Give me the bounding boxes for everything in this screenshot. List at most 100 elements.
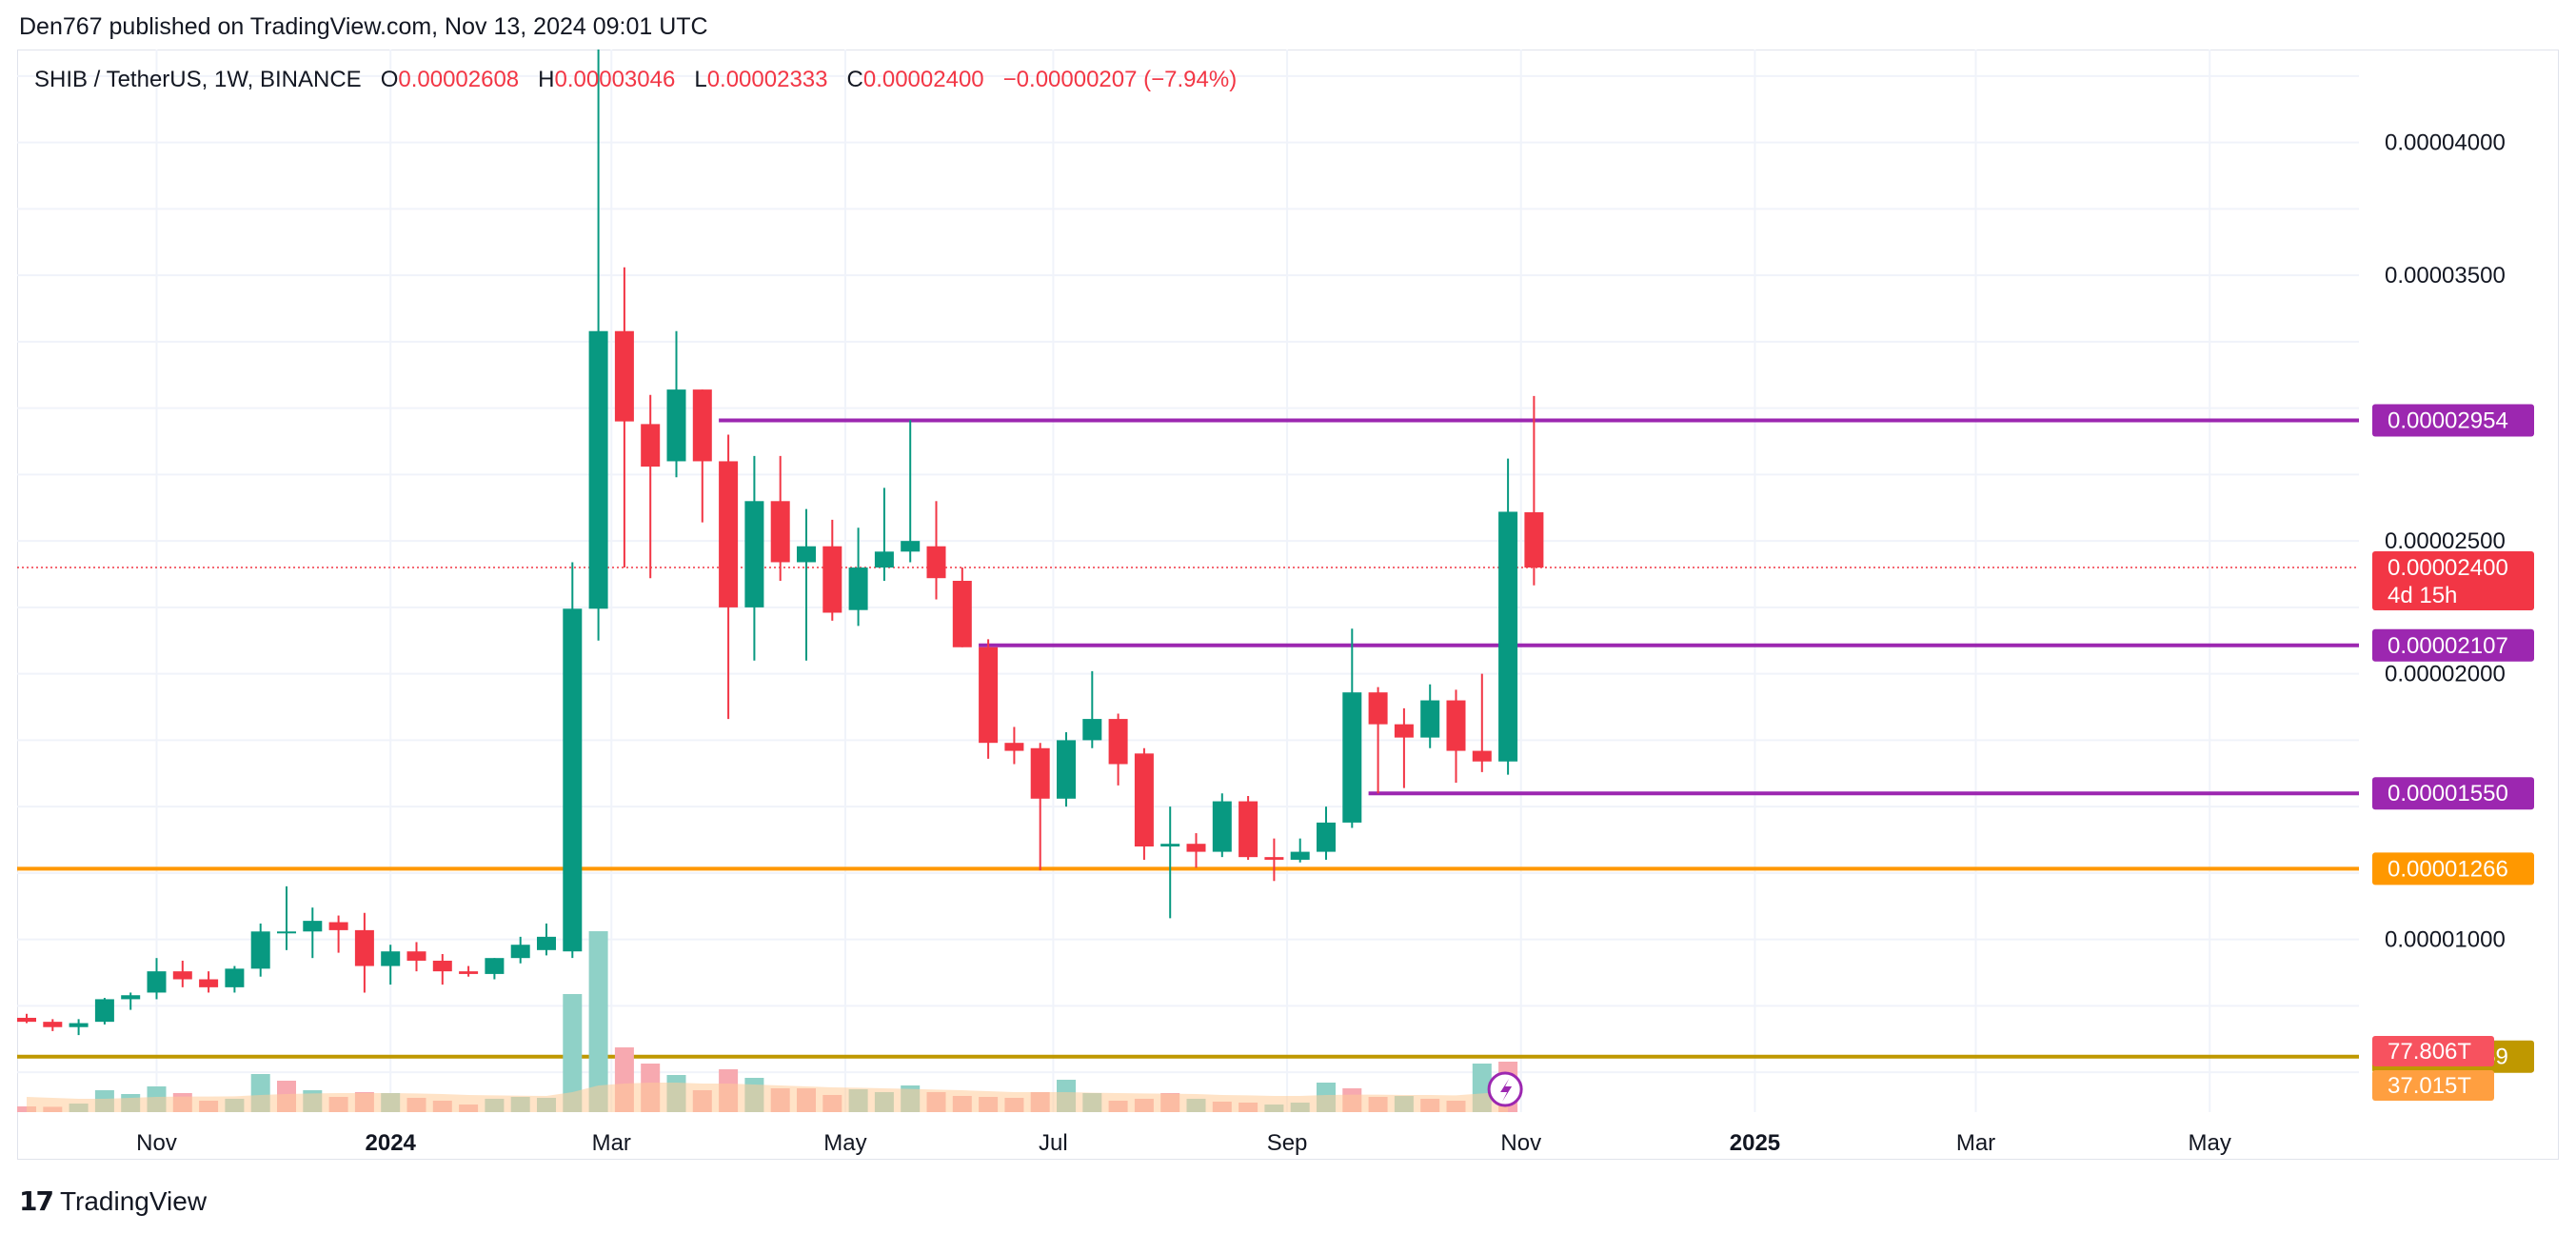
candle-body [1420, 700, 1440, 738]
candle [563, 562, 583, 959]
candle-body [1004, 743, 1024, 751]
candle [225, 965, 245, 993]
candle-body [1368, 692, 1388, 725]
candle [692, 389, 712, 523]
level-lines [17, 418, 2359, 1059]
candle [770, 455, 790, 581]
candle-body [1082, 719, 1102, 741]
price-tick-label: 0.00004000 [2385, 130, 2506, 156]
candle-body [1238, 801, 1258, 858]
time-axis: Nov 2024 Mar May Jul Sep Nov 2025 Mar May [136, 1130, 2231, 1156]
level-tag-purple-text: 0.00002107 [2388, 633, 2508, 659]
candle [277, 886, 296, 950]
time-tick-label: Mar [1956, 1130, 1995, 1156]
candle [1264, 838, 1284, 882]
level-tag-orange-text: 0.00001266 [2388, 856, 2508, 882]
tradingview-logo[interactable]: 17 TradingView [19, 1185, 207, 1217]
candle-body [1446, 700, 1466, 751]
candle-body [354, 929, 374, 966]
candle [537, 923, 556, 956]
candle [1420, 684, 1440, 748]
candle-body [121, 995, 141, 1000]
candle-body [1186, 844, 1206, 852]
level-tag-purple-bg [2372, 777, 2534, 810]
candle-body [901, 541, 921, 552]
candle-body [744, 501, 764, 607]
candle [874, 488, 894, 581]
candle [1498, 458, 1518, 775]
high-value: 0.00003046 [554, 67, 676, 92]
candle-body [250, 931, 270, 969]
candle-body [666, 389, 686, 462]
volume-tag-bg [2372, 1070, 2494, 1101]
candle [797, 508, 816, 661]
candle [822, 519, 842, 621]
candle [588, 50, 608, 641]
candle [1186, 833, 1206, 868]
candle-body [277, 931, 296, 934]
time-tick-label: Jul [1039, 1130, 1068, 1156]
candle [432, 953, 452, 985]
candle-body [172, 971, 192, 980]
candle-body [822, 546, 842, 613]
candle [147, 958, 167, 1000]
candle [1082, 670, 1102, 748]
level-tag-purple-bg [2372, 628, 2534, 662]
candle [848, 527, 868, 627]
price-tags: 0.00002954 0.00002107 0.00001550 0.00001266… [2372, 404, 2534, 1101]
candle [381, 945, 401, 985]
candle-body [1498, 511, 1518, 762]
alert-icon-bolt [1500, 1079, 1513, 1102]
low-label: L [694, 67, 707, 92]
candle-body [719, 461, 739, 607]
candle-body [328, 922, 348, 930]
time-tick-label: Mar [592, 1130, 631, 1156]
low-value: 0.00002333 [706, 67, 828, 92]
candle [1030, 743, 1050, 871]
level-tag-orange: 0.00001266 [2372, 852, 2534, 886]
candle [303, 907, 323, 959]
candle-body [225, 968, 245, 987]
candle-body [692, 389, 712, 462]
last-price-tag-bg [2372, 551, 2534, 611]
tradingview-logo-mark: 17 [19, 1185, 54, 1217]
candle-body [1472, 750, 1492, 762]
candle [328, 915, 348, 953]
publisher-line: Den767 published on TradingView.com, Nov… [19, 13, 708, 40]
candle-body [770, 501, 790, 563]
candle [1472, 673, 1492, 772]
candle [641, 394, 661, 579]
candle-body [874, 551, 894, 568]
candle-body [1134, 753, 1154, 846]
candle [121, 992, 141, 1010]
candle [17, 1013, 36, 1024]
candle-body [17, 1017, 36, 1023]
candle-body [303, 921, 323, 932]
volume-tag-bg [2372, 1036, 2494, 1066]
level-tag-orange-bg [2372, 852, 2534, 886]
candle [485, 958, 505, 980]
volume-bar [563, 994, 583, 1112]
candle [1057, 732, 1076, 807]
candle [1212, 793, 1232, 858]
level-tag-purple-text: 0.00002954 [2388, 408, 2508, 433]
symbol-label[interactable]: SHIB / TetherUS, 1W, BINANCE [34, 67, 362, 92]
volume-tag: 37.015T [2372, 1070, 2494, 1101]
candle [459, 965, 479, 977]
price-tick-label: 0.00002000 [2385, 662, 2506, 687]
candle-body [1264, 857, 1284, 860]
candle [43, 1019, 63, 1031]
close-value: 0.00002400 [862, 67, 984, 92]
candle [1004, 726, 1024, 765]
change-value: −0.00000207 (−7.94%) [1002, 67, 1238, 92]
price-tick-label: 0.00002500 [2385, 528, 2506, 554]
candle [172, 960, 192, 987]
candle-body [199, 979, 219, 987]
candle-body [1212, 801, 1232, 852]
price-tick-label: 0.00003500 [2385, 263, 2506, 289]
candle-body [1290, 851, 1310, 860]
candle-body [94, 999, 114, 1023]
candle-body [588, 330, 608, 609]
